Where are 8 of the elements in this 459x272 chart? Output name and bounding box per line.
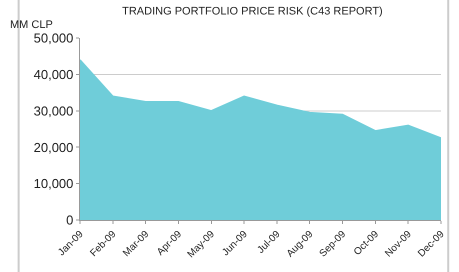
- y-tick-label: 40,000: [34, 66, 74, 82]
- y-tick-label: 50,000: [34, 30, 74, 46]
- y-tick-label: 30,000: [34, 103, 74, 118]
- y-tick-label: 20,000: [34, 140, 74, 155]
- chart-title: TRADING PORTFOLIO PRICE RISK (C43 REPORT): [122, 6, 383, 18]
- y-axis-title: MM CLP: [10, 19, 53, 31]
- y-tick-label: 10,000: [34, 176, 74, 192]
- y-tick-label: 0: [66, 212, 74, 228]
